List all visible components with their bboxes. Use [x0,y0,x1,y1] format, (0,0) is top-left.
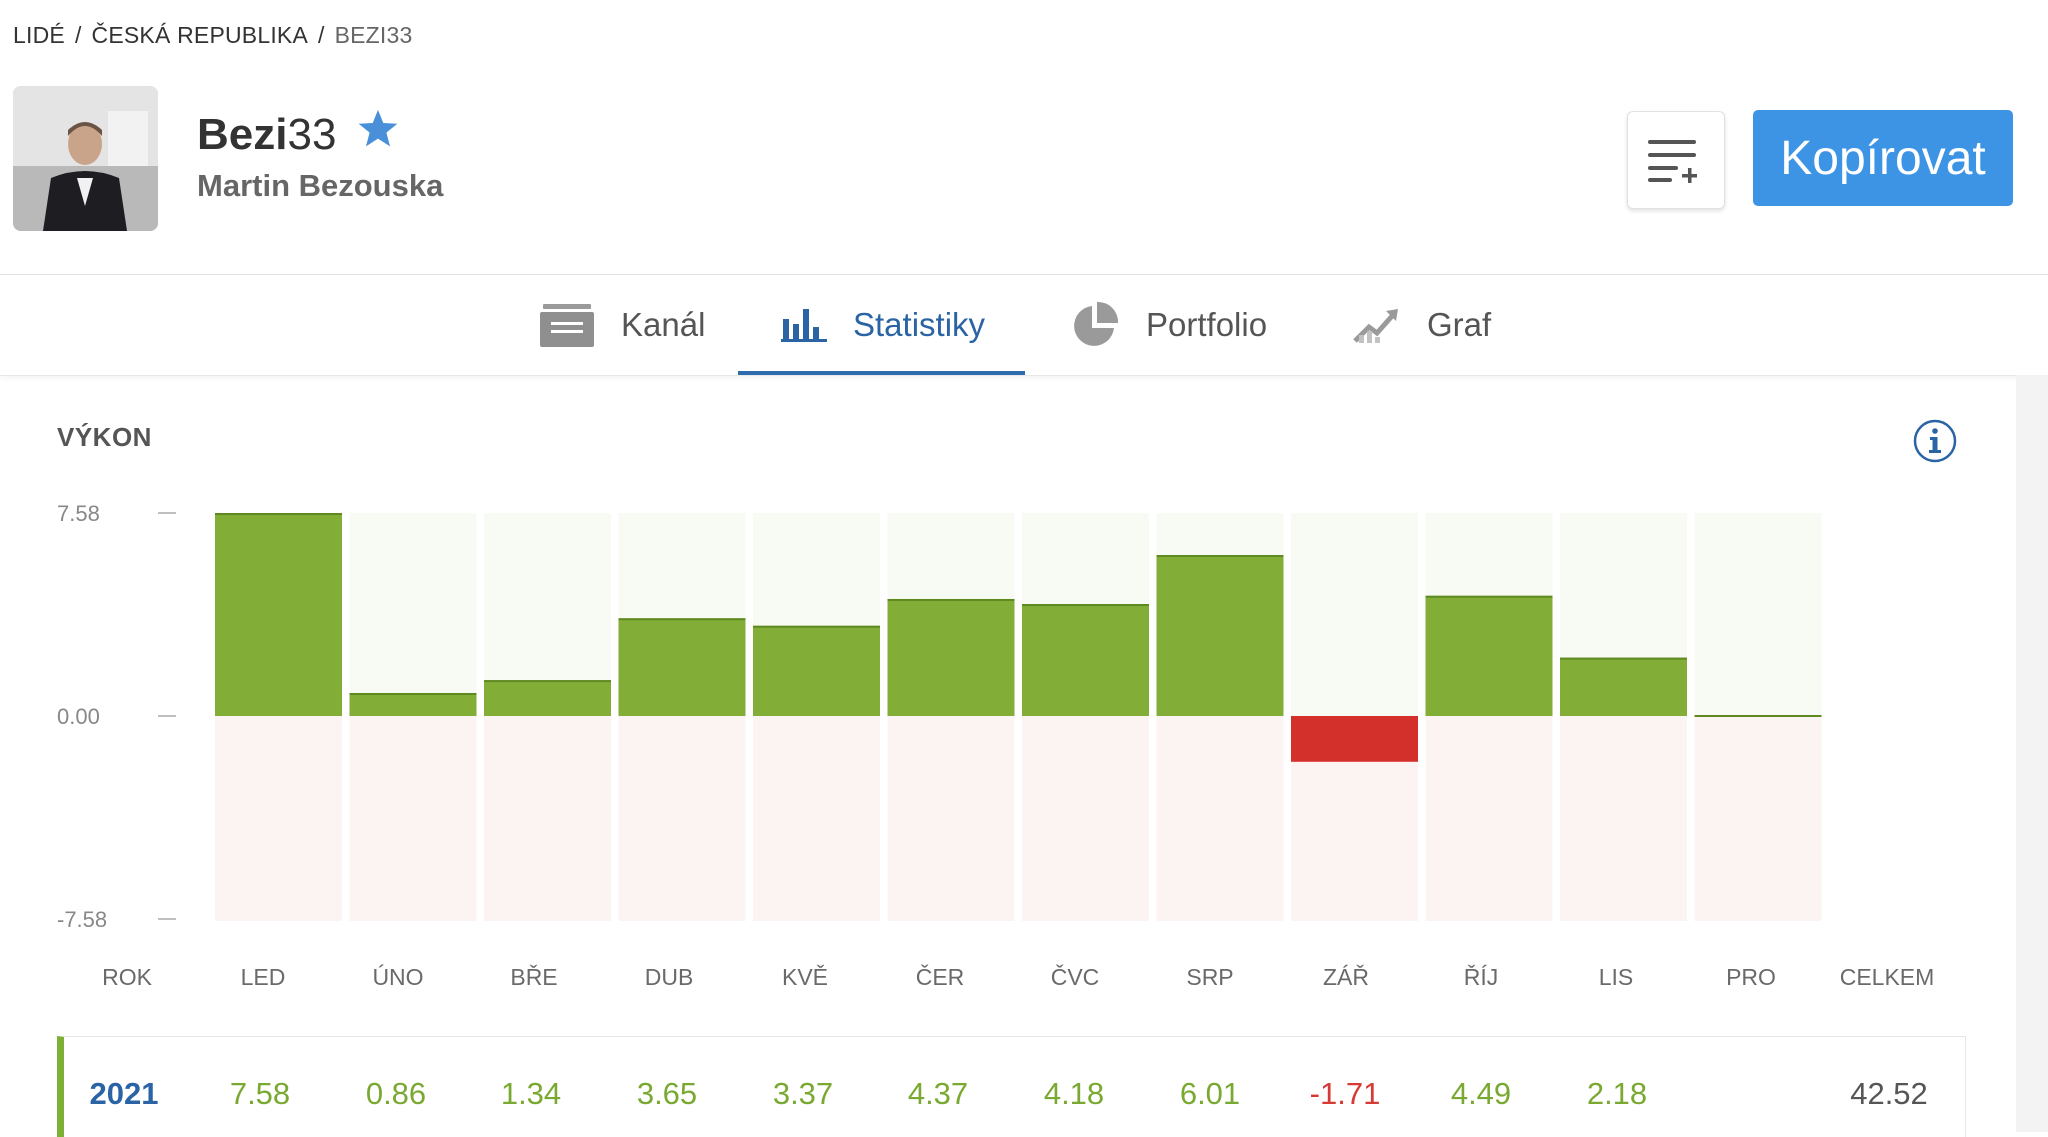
tab-portfolio-label: Portfolio [1146,306,1268,343]
year-column-header: ROK [102,964,152,990]
breadcrumb-item-people[interactable]: LIDÉ [13,22,65,48]
month-header: ŘÍJ [1463,964,1499,990]
bar-pro [1694,715,1822,717]
month-return-value: 4.18 [1043,1076,1105,1111]
year-row [57,1036,1966,1137]
column-bg-positive [1291,513,1418,716]
bar-led [215,513,342,716]
month-header: LED [240,964,286,990]
month-header: LIS [1598,964,1634,990]
month-return-value: 4.37 [907,1076,969,1111]
column-bg-negative [349,716,477,921]
breadcrumb-separator: / [318,22,325,48]
total-column-header: CELKEM [1839,964,1935,990]
bar-kvě [753,625,880,716]
active-tab-indicator [738,371,1025,375]
month-header: DUB [644,964,694,990]
column-bg-negative [1560,716,1687,921]
breadcrumb-item-country[interactable]: ČESKÁ REPUBLIKA [91,22,308,48]
tab-feed-label: Kanál [621,306,706,343]
bar-čer [887,598,1015,716]
bar-srp [1156,555,1284,716]
tab-statistics[interactable]: Statistiky [781,275,985,375]
copy-button[interactable]: Kopírovat [1753,110,2013,206]
month-header: PRO [1726,964,1776,990]
performance-title: VÝKON [57,422,152,452]
column-bg-negative [215,716,342,921]
y-tick-label: 7.58 [57,501,100,526]
column-bg-negative [1694,716,1822,921]
month-header: ÚNO [372,964,424,990]
month-header: ZÁŘ [1323,964,1369,990]
username-suffix: 33 [287,109,337,159]
column-bg-negative [1425,716,1553,921]
y-tick-label: 0.00 [57,704,100,729]
month-return-value: 0.86 [365,1076,427,1111]
month-header: BŘE [510,964,558,990]
month-return-value: 2.18 [1586,1076,1648,1111]
bar-lis [1560,657,1687,716]
tab-chart-label: Graf [1427,306,1492,343]
bar-čvc [1022,604,1149,716]
month-header: ČER [915,964,965,990]
month-header-row: ROK LED ÚNO BŘE DUB KVĚ ČER ČVC SRP ZÁŘ ŘÍJ LIS PRO C… [0,960,2016,1000]
bar-říj [1425,595,1553,716]
column-bg-negative [887,716,1015,921]
list-add-icon [1648,140,1697,183]
pie-chart-icon [1070,300,1120,350]
month-header: KVĚ [781,964,829,990]
column-bg-negative [618,716,746,921]
tab-chart[interactable]: Graf [1353,275,1491,375]
breadcrumb-separator: / [74,22,82,48]
column-bg-positive [1694,513,1822,716]
breadcrumb: LIDÉ / ČESKÁ REPUBLIKA / BEZI33 [13,22,413,49]
month-return-value: 3.37 [772,1076,834,1111]
performance-chart: 7.58 0.00 -7.58 [57,501,1822,932]
bar-bře [484,680,611,716]
tab-bar: Kanál Statistiky Portfolio [0,274,2048,376]
month-header: ČVC [1050,964,1100,990]
full-name: Martin Bezouska [197,168,444,203]
username-bold: Bezi [197,109,288,159]
tab-statistics-label: Statistiky [853,306,986,343]
scrollbar-track[interactable] [2016,375,2048,1132]
tab-feed[interactable]: Kanál [539,275,705,375]
avatar-image [13,86,158,231]
bar-úno [349,692,477,716]
bar-zář [1291,716,1418,762]
column-bg-negative [484,716,611,921]
column-bg-negative [1156,716,1284,921]
month-header: SRP [1186,964,1234,990]
star-icon[interactable] [356,108,400,161]
month-return-value: 1.34 [500,1076,562,1111]
column-bg-negative [753,716,880,921]
month-return-value: 6.01 [1179,1076,1241,1111]
column-bg-negative [1022,716,1149,921]
column-bg-positive [349,513,477,716]
avatar[interactable] [13,86,158,231]
info-icon[interactable] [1912,418,1958,469]
year-label[interactable]: 2021 [89,1076,159,1111]
trend-chart-icon [1353,305,1401,345]
year-total-value: 42.52 [1850,1076,1928,1111]
y-tick-label: -7.58 [57,907,107,932]
bar-dub [618,618,746,716]
month-return-value: -1.71 [1309,1076,1381,1111]
bar-chart-icon [781,307,827,343]
month-return-value: 4.49 [1450,1076,1512,1111]
add-to-watchlist-button[interactable] [1627,111,1725,209]
month-return-value: 3.65 [636,1076,698,1111]
username: Bezi 33 [197,108,400,161]
tab-portfolio[interactable]: Portfolio [1070,275,1267,375]
month-return-value: 7.58 [229,1076,291,1111]
feed-icon [539,302,595,348]
breadcrumb-current: BEZI33 [334,22,413,48]
